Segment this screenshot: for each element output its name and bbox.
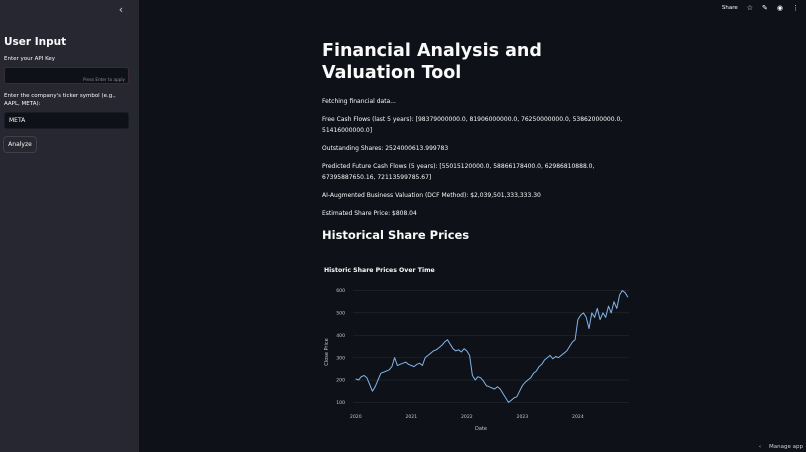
more-menu-icon[interactable]: ⋮ [792,4,799,12]
edit-icon[interactable]: ✎ [762,4,768,12]
x-tick-label: 2023 [517,414,529,420]
star-icon[interactable]: ☆ [746,4,754,12]
chevron-left-icon[interactable]: ‹ [118,3,124,16]
y-tick-label: 400 [336,333,345,339]
manage-app-button[interactable]: ‹ Manage app [759,444,803,450]
price-line [355,290,629,403]
chart-title: Historic Share Prices Over Time [324,267,435,274]
y-tick-label: 500 [336,311,345,317]
free-cash-flows-text: Free Cash Flows (last 5 years): [9837900… [322,116,623,134]
chevron-left-icon: ‹ [758,444,762,450]
share-price-chart[interactable]: Historic Share Prices Over Time 100 200 300… [318,258,638,438]
press-enter-hint: Press Enter to apply [83,77,125,82]
ticker-input[interactable]: META [4,112,129,129]
page-title: Financial Analysis and Valuation Tool [322,41,542,83]
github-icon[interactable]: ◉ [776,4,783,12]
y-tick-label: 200 [336,378,345,384]
x-tick-label: 2024 [572,414,584,420]
y-tick-label: 600 [336,288,345,294]
x-tick-label: 2022 [461,414,473,420]
main-content: Financial Analysis and Valuation Tool [322,40,632,84]
analyze-button[interactable]: Analyze [3,136,37,153]
ticker-value: META [9,117,26,124]
outstanding-shares-text: Outstanding Shares: 2524000613.999783 [322,145,449,152]
y-tick-label: 300 [336,355,345,361]
top-toolbar: Share ☆ ✎ ◉ ⋮ [722,0,806,16]
sidebar: ‹ User Input Enter your API Key Press En… [0,0,139,452]
api-key-label: Enter your API Key [4,56,56,62]
ticker-label: Enter the company's ticker symbol (e.g.,… [4,93,116,107]
section-title: Historical Share Prices [322,228,470,242]
y-axis-label: Close Price [324,338,330,365]
y-tick-label: 100 [336,400,345,406]
api-key-input[interactable]: Press Enter to apply [4,67,129,84]
manage-app-label: Manage app [769,444,803,450]
share-price-text: Estimated Share Price: $808.04 [322,210,417,217]
share-button[interactable]: Share [721,5,738,11]
x-tick-label: 2020 [350,414,362,420]
sidebar-title: User Input [4,36,67,48]
predicted-cash-flows-text: Predicted Future Cash Flows (5 years): [… [322,163,595,181]
valuation-text: AI-Augmented Business Valuation (DCF Met… [322,192,541,199]
x-tick-label: 2021 [405,414,417,420]
x-axis-label: Date [475,426,487,432]
status-text: Fetching financial data... [322,98,396,105]
